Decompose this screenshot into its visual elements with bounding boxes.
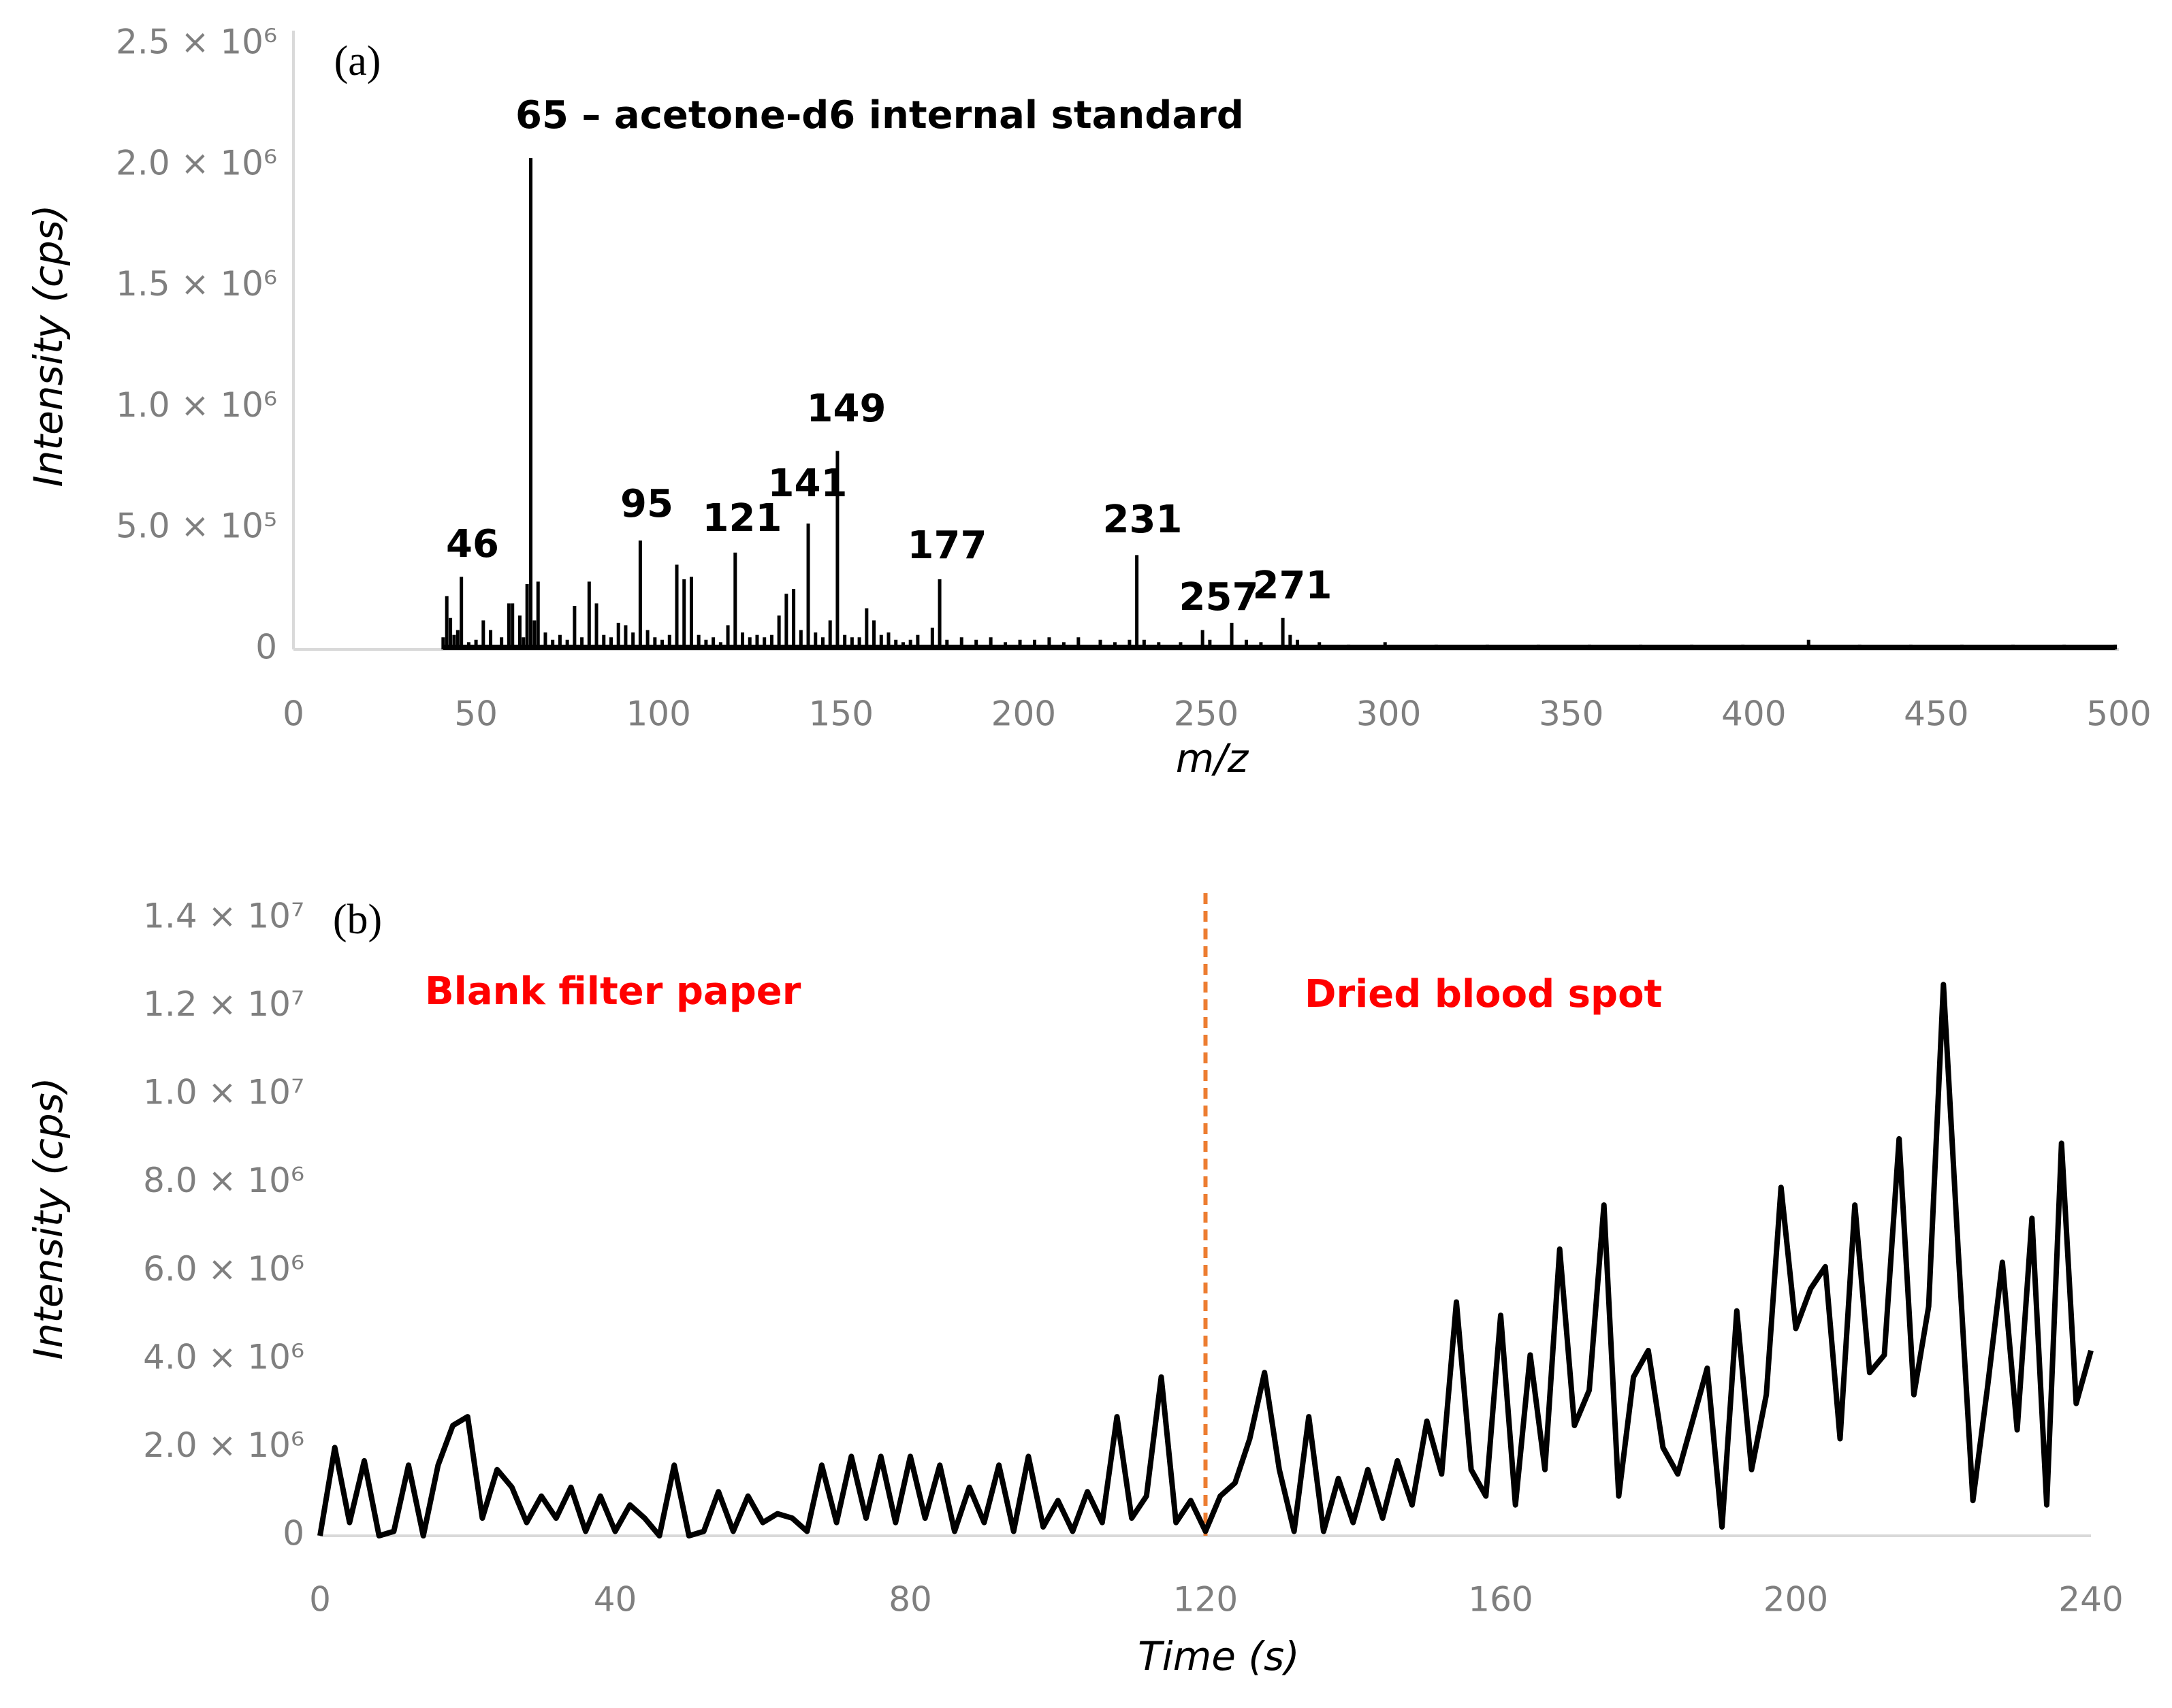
annotation: 257 [1179,575,1259,619]
x-tick-label: 80 [889,1580,932,1620]
annotation: 46 [446,522,499,566]
x-tick-label: 200 [1763,1580,1828,1620]
x-tick-label: 120 [1173,1580,1238,1620]
x-axis-title: Time (s) [1138,1633,1300,1679]
x-tick-label: 250 [1174,694,1239,734]
y-tick-label: 2.0 × 10⁶ [143,1425,304,1465]
x-tick-label: 160 [1468,1580,1533,1620]
y-tick-label: 1.0 × 10⁶ [116,385,277,425]
y-axis-title: Intensity (cps) [25,1077,71,1359]
y-tick-label: 1.5 × 10⁶ [116,264,277,304]
annotation: 95 [620,482,673,526]
annotation: Dried blood spot [1305,972,1662,1016]
y-tick-label: 1.2 × 10⁷ [143,984,304,1024]
x-tick-label: 240 [2058,1580,2123,1620]
annotation: 65 – acetone-d6 internal standard [515,93,1244,138]
y-axis-title: Intensity (cps) [25,204,71,487]
y-tick-label: 6.0 × 10⁶ [143,1249,304,1289]
y-tick-label: 1.4 × 10⁷ [143,897,304,936]
y-tick-label: 0 [283,1514,304,1553]
x-tick-label: 50 [454,694,498,734]
x-tick-label: 0 [283,694,304,734]
annotation: 149 [807,387,887,431]
x-tick-label: 150 [809,694,874,734]
x-tick-label: 400 [1721,694,1786,734]
x-tick-label: 450 [1904,694,1968,734]
x-tick-label: 200 [991,694,1056,734]
annotation: Blank filter paper [425,969,801,1014]
annotation: 271 [1253,564,1332,608]
x-axis-title: m/z [1176,735,1249,782]
panel-label: (a) [334,38,381,84]
annotation: 141 [768,462,848,506]
x-tick-label: 500 [2086,694,2151,734]
annotation: 121 [703,496,782,541]
intensity-line [317,982,2094,1538]
x-tick-label: 40 [594,1580,637,1620]
y-tick-label: 2.5 × 10⁶ [116,22,277,62]
x-tick-label: 0 [309,1580,331,1620]
annotation: 177 [908,523,987,568]
panel-label: (b) [333,897,382,943]
annotation: 231 [1103,498,1183,542]
y-tick-label: 1.0 × 10⁷ [143,1073,304,1112]
y-tick-label: 8.0 × 10⁶ [143,1161,304,1200]
y-tick-label: 2.0 × 10⁶ [116,143,277,182]
x-tick-label: 300 [1356,694,1421,734]
y-tick-label: 4.0 × 10⁶ [143,1337,304,1376]
x-tick-label: 350 [1539,694,1603,734]
y-tick-label: 0 [255,628,277,667]
x-tick-label: 100 [626,694,690,734]
y-tick-label: 5.0 × 10⁵ [116,506,277,546]
